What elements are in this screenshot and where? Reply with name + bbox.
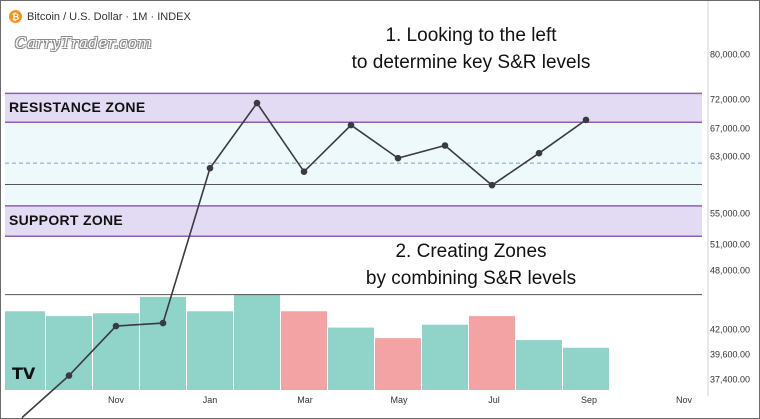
volume-bar bbox=[281, 311, 327, 390]
brand-watermark: CarryTrader.com bbox=[15, 34, 153, 52]
note-1-line-1: 1. Looking to the left bbox=[385, 25, 557, 46]
x-tick-label: May bbox=[390, 395, 408, 405]
price-point bbox=[488, 181, 496, 189]
note-1-line-2: to determine key S&R levels bbox=[351, 52, 591, 73]
resistance-zone-label: RESISTANCE ZONE bbox=[9, 99, 146, 115]
x-tick-label: Mar bbox=[297, 395, 313, 405]
price-point bbox=[206, 164, 214, 172]
volume-bar bbox=[469, 316, 515, 390]
volume-bar bbox=[328, 327, 374, 390]
volume-bar bbox=[5, 311, 45, 390]
volume-bar bbox=[46, 316, 92, 390]
price-point bbox=[253, 99, 261, 107]
x-tick-label: Jan bbox=[203, 395, 218, 405]
x-tick-label: Nov bbox=[108, 395, 125, 405]
volume-bar bbox=[140, 296, 186, 390]
y-tick-label: 55,000.00 bbox=[710, 209, 750, 219]
price-point bbox=[300, 168, 308, 175]
y-tick-label: 42,000.00 bbox=[710, 325, 750, 335]
x-tick-label: Nov bbox=[676, 395, 693, 405]
price-point bbox=[394, 154, 402, 162]
price-point bbox=[65, 372, 73, 379]
price-point bbox=[535, 149, 543, 157]
mid-range-band bbox=[5, 122, 702, 206]
price-point bbox=[441, 142, 449, 149]
price-point bbox=[159, 319, 167, 327]
volume-bar bbox=[516, 340, 562, 390]
annotation-note-2: 2. Creating Zones by combining S&R level… bbox=[301, 238, 641, 292]
note-2-line-2: by combining S&R levels bbox=[365, 268, 577, 289]
x-tick-label: Jul bbox=[488, 395, 500, 405]
x-tick-label: Sep bbox=[581, 395, 597, 405]
y-tick-label: 72,000.00 bbox=[710, 95, 750, 105]
tradingview-logo: TV bbox=[12, 364, 36, 383]
y-tick-label: 37,400.00 bbox=[710, 375, 750, 385]
y-tick-label: 63,000.00 bbox=[710, 152, 750, 162]
y-tick-label: 80,000.00 bbox=[710, 50, 750, 60]
y-tick-label: 67,000.00 bbox=[710, 124, 750, 134]
volume-bar bbox=[234, 294, 280, 390]
y-tick-label: 48,000.00 bbox=[710, 266, 750, 276]
y-tick-label: 51,000.00 bbox=[710, 240, 750, 250]
annotation-note-1: 1. Looking to the left to determine key … bbox=[301, 22, 641, 76]
volume-bar bbox=[563, 347, 609, 390]
support-zone-band bbox=[5, 205, 702, 237]
volume-bar bbox=[187, 311, 233, 390]
volume-bar bbox=[375, 338, 421, 390]
y-tick-label: 39,600.00 bbox=[710, 350, 750, 360]
price-point bbox=[112, 322, 120, 330]
support-zone-label: SUPPORT ZONE bbox=[9, 212, 124, 228]
bitcoin-icon: ₿ bbox=[9, 10, 22, 23]
note-2-line-1: 2. Creating Zones bbox=[395, 241, 547, 262]
price-point bbox=[582, 116, 590, 124]
symbol-header: ₿ Bitcoin / U.S. Dollar · 1M · INDEX bbox=[9, 10, 191, 23]
symbol-text: Bitcoin / U.S. Dollar · 1M · INDEX bbox=[27, 10, 191, 23]
volume-bar bbox=[422, 324, 468, 390]
price-point bbox=[347, 121, 355, 129]
